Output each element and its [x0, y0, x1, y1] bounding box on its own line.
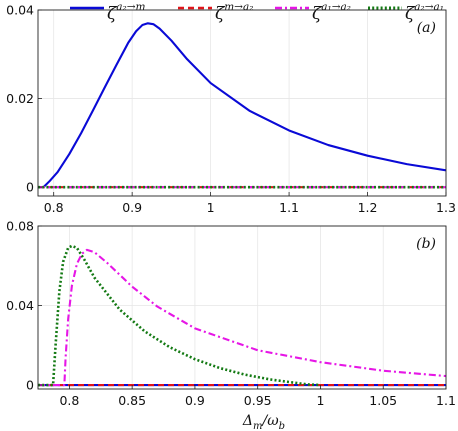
y-tick-label: 0.02: [6, 91, 34, 106]
legend-label-base: ζ: [107, 4, 118, 24]
legend-label-base: ζ: [405, 4, 416, 24]
x-tick-label: 1.1: [436, 393, 456, 408]
panel-b: 0.8 0.85 0.9 0.95 1 1.05 1.1 0 0.04 0.08 (b) Δm/ωb: [6, 219, 456, 431]
series-line-a1_to_a2: [38, 248, 446, 387]
y-tick-label: 0.08: [6, 219, 34, 234]
x-axis-label-sub2: b: [279, 421, 285, 431]
x-tick-label: 1.3: [436, 200, 456, 215]
x-tick-label: 0.9: [185, 393, 205, 408]
x-axis-label: Δm/ωb: [242, 413, 285, 431]
plot-frame: [37, 9, 447, 197]
legend-label-sup: m→a₂: [224, 1, 253, 13]
x-tick-label: 1.05: [369, 393, 397, 408]
plot-frame: [37, 225, 447, 390]
panel-label: (a): [417, 20, 436, 36]
y-tick-label: 0: [26, 378, 34, 393]
x-tick-label: 1.2: [358, 200, 378, 215]
y-tick-label: 0.04: [6, 3, 34, 18]
series-group: [38, 22, 446, 189]
series-line-a2_to_a1: [38, 244, 321, 387]
x-tick-label: 0.85: [118, 393, 146, 408]
legend-label-base: ζ: [312, 4, 323, 24]
x-axis-label-sub1: m: [253, 421, 262, 431]
series-line-a2_to_m: [38, 22, 446, 189]
x-tick-label: 1.1: [279, 200, 299, 215]
panel-a: 0.8 0.9 1 1.1 1.2 1.3 0 0.02 0.04 (a): [6, 3, 456, 216]
x-tick-label: 0.8: [59, 393, 79, 408]
panel-label: (b): [416, 236, 436, 252]
legend-label-base: ζ: [215, 4, 226, 24]
y-tick-label: 0.04: [6, 298, 34, 313]
legend-label-sup: a₂→m: [116, 1, 145, 13]
legend-label-sup: a₂→a₁: [414, 1, 444, 13]
x-tick-label: 1: [207, 200, 215, 215]
y-tick-label: 0: [26, 180, 34, 195]
x-tick-label: 0.9: [122, 200, 142, 215]
legend-label-sup: a₁→a₂: [321, 1, 351, 13]
x-tick-label: 0.95: [244, 393, 272, 408]
x-tick-label: 1: [316, 393, 324, 408]
x-tick-label: 0.8: [44, 200, 64, 215]
series-group: [38, 244, 446, 387]
x-axis-label-slash: /ω: [261, 413, 280, 429]
x-axis-label-main: Δ: [242, 413, 253, 429]
